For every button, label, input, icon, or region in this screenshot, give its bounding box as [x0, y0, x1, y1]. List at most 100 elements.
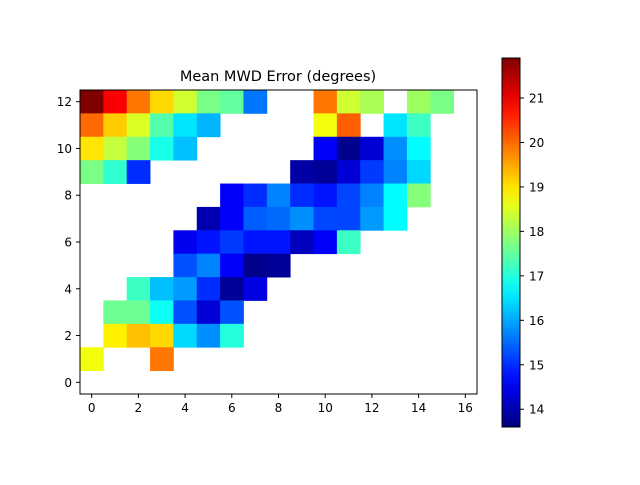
heatmap-cell — [220, 300, 244, 325]
heatmap-cell — [150, 323, 174, 348]
heatmap-cell — [126, 160, 151, 184]
y-tick-label: 2 — [64, 329, 72, 343]
heatmap-cell — [173, 277, 198, 301]
heatmap-cell — [313, 90, 338, 114]
heatmap-cell — [290, 183, 314, 208]
heatmap-cell — [336, 113, 361, 138]
y-tick-label: 12 — [57, 95, 72, 109]
heatmap-cell — [173, 253, 198, 278]
y-tick-label: 10 — [57, 142, 72, 156]
heatmap-cell — [150, 136, 174, 161]
heatmap-cell — [313, 206, 338, 231]
heatmap-cell — [196, 253, 221, 278]
heatmap-cell — [220, 277, 244, 301]
heatmap-cell — [150, 113, 174, 138]
heatmap-cell — [406, 136, 431, 161]
heatmap-cell — [243, 183, 268, 208]
heatmap-cell — [150, 347, 174, 372]
heatmap-cell — [243, 253, 268, 278]
heatmap-cell — [360, 136, 384, 161]
x-tick-label: 12 — [364, 401, 379, 415]
colorbar-tick-label: 14 — [529, 403, 544, 417]
heatmap-cell — [103, 136, 128, 161]
heatmap-cell — [360, 183, 384, 208]
heatmap-cell — [313, 136, 338, 161]
heatmap-cell — [196, 113, 221, 138]
heatmap-cell — [173, 90, 198, 114]
heatmap-cell — [290, 230, 314, 255]
heatmap-cell — [336, 206, 361, 231]
heatmap-cell — [126, 300, 151, 325]
y-tick-label: 4 — [64, 282, 72, 296]
heatmap-cell — [196, 277, 221, 301]
heatmap-cell — [220, 323, 244, 348]
y-tick-label: 6 — [64, 236, 72, 250]
heatmap-cell — [173, 230, 198, 255]
y-axis: 0 2 4 6 8 10 12 — [57, 95, 80, 390]
heatmap-cell — [196, 323, 221, 348]
heatmap-cell — [196, 230, 221, 255]
heatmap-cell — [173, 113, 198, 138]
colorbar-tick-label: 16 — [529, 314, 544, 328]
heatmap-cell — [266, 183, 291, 208]
heatmap-cell — [290, 206, 314, 231]
x-tick-label: 6 — [228, 401, 236, 415]
heatmap-cell — [360, 160, 384, 184]
heatmap-cell — [266, 230, 291, 255]
heatmap-cell — [266, 253, 291, 278]
heatmap-cell — [196, 90, 221, 114]
heatmap-cell — [80, 90, 104, 114]
heatmap-cell — [383, 160, 408, 184]
heatmap-cell — [103, 323, 128, 348]
heatmap-cell — [220, 230, 244, 255]
heatmap-cell — [313, 160, 338, 184]
heatmap-cell — [336, 230, 361, 255]
colorbar-tick-label: 18 — [529, 225, 544, 239]
colorbar-tick-label: 19 — [529, 180, 544, 194]
heatmap-cell — [196, 300, 221, 325]
heatmap-cell — [173, 323, 198, 348]
heatmap-cell — [290, 160, 314, 184]
x-tick-label: 2 — [135, 401, 143, 415]
heatmap-cell — [80, 347, 104, 372]
heatmap-cell — [313, 113, 338, 138]
heatmap-cell — [150, 277, 174, 301]
heatmap-cells — [80, 90, 455, 372]
heatmap-cell — [313, 230, 338, 255]
heatmap-cell — [406, 90, 431, 114]
colorbar-gradient — [502, 58, 520, 427]
colorbar-tick-label: 21 — [529, 92, 544, 106]
heatmap-cell — [220, 183, 244, 208]
colorbar-tick-label: 15 — [529, 358, 544, 372]
heatmap-cell — [243, 206, 268, 231]
heatmap-cell — [360, 90, 384, 114]
heatmap-cell — [336, 136, 361, 161]
x-tick-label: 4 — [181, 401, 189, 415]
heatmap-cell — [336, 183, 361, 208]
heatmap-cell — [383, 206, 408, 231]
colorbar-tick-label: 17 — [529, 269, 544, 283]
heatmap-cell — [336, 90, 361, 114]
heatmap-cell — [266, 206, 291, 231]
chart-title: Mean MWD Error (degrees) — [180, 69, 376, 85]
heatmap-cell — [406, 183, 431, 208]
heatmap-cell — [126, 113, 151, 138]
heatmap-cell — [126, 277, 151, 301]
heatmap-cell — [383, 136, 408, 161]
x-axis: 0 2 4 6 8 10 12 14 16 — [88, 394, 473, 415]
x-tick-label: 0 — [88, 401, 96, 415]
heatmap-cell — [126, 136, 151, 161]
heatmap-cell — [173, 300, 198, 325]
heatmap-cell — [150, 90, 174, 114]
heatmap-cell — [430, 90, 455, 114]
x-tick-label: 10 — [318, 401, 333, 415]
heatmap-cell — [80, 136, 104, 161]
x-tick-label: 14 — [411, 401, 426, 415]
y-tick-label: 0 — [64, 376, 72, 390]
heatmap-cell — [383, 113, 408, 138]
heatmap-cell — [80, 160, 104, 184]
x-tick-label: 8 — [275, 401, 283, 415]
heatmap-cell — [243, 277, 268, 301]
